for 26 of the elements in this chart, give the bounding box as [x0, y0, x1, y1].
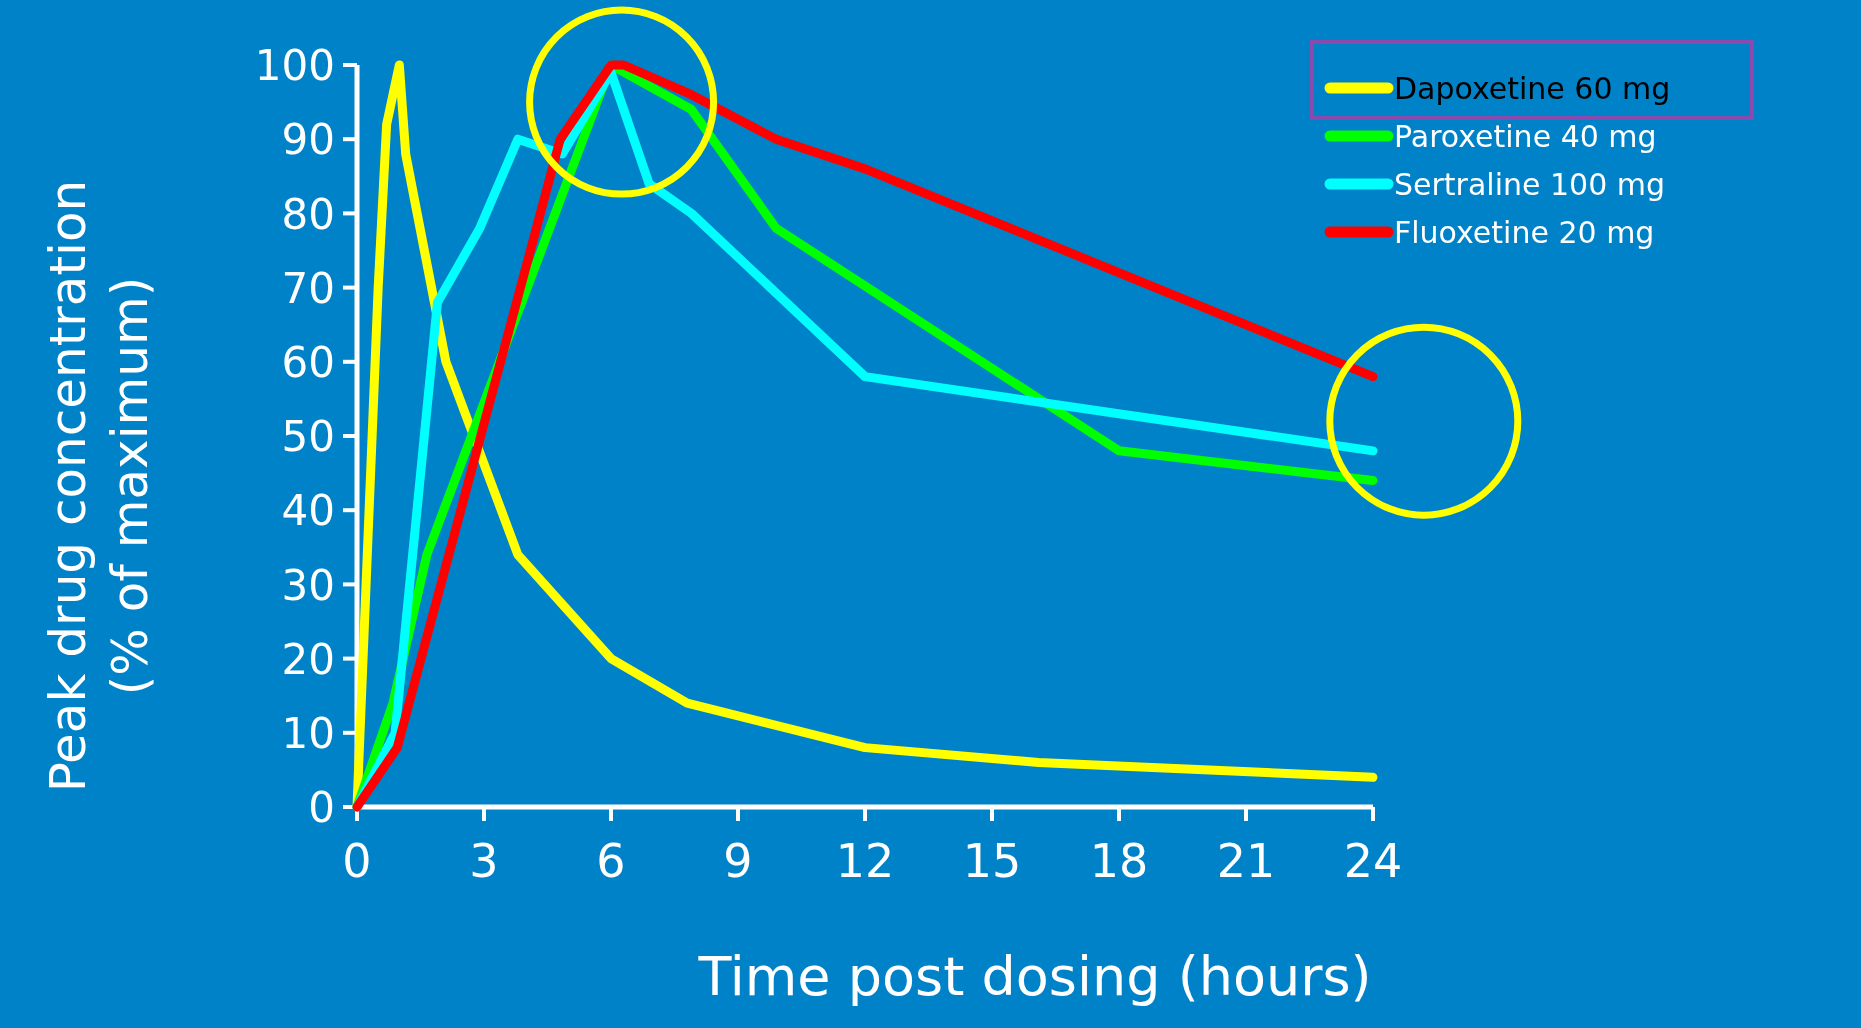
y-tick-label: 50 — [281, 412, 335, 462]
y-tick-label: 80 — [281, 189, 335, 239]
x-axis-title: Time post dosing (hours) — [697, 945, 1372, 1008]
y-tick-label: 60 — [281, 337, 335, 387]
y-tick-label: 10 — [281, 708, 335, 758]
legend-label: Dapoxetine 60 mg — [1394, 70, 1671, 106]
y-tick-label: 100 — [254, 41, 335, 91]
x-tick-label: 0 — [342, 834, 372, 888]
y-tick-label: 90 — [281, 115, 335, 165]
y-tick-label: 70 — [281, 263, 335, 313]
y-axis-title: Peak drug concentration (% of maximum) — [39, 179, 159, 793]
legend-label: Paroxetine 40 mg — [1394, 118, 1657, 154]
x-tick-label: 12 — [835, 834, 895, 888]
x-tick-label: 18 — [1089, 834, 1149, 888]
x-tick-label: 15 — [962, 834, 1022, 888]
x-tick-label: 6 — [596, 834, 626, 888]
y-tick-label: 30 — [281, 560, 335, 610]
legend-label: Sertraline 100 mg — [1394, 166, 1666, 202]
x-tick-label: 24 — [1343, 834, 1403, 888]
x-tick-label: 21 — [1216, 834, 1276, 888]
y-tick-label: 0 — [308, 783, 335, 833]
legend-label: Fluoxetine 20 mg — [1394, 214, 1655, 250]
x-tick-label: 9 — [723, 834, 753, 888]
y-tick-label: 40 — [281, 486, 335, 536]
y-tick-label: 20 — [281, 634, 335, 684]
x-tick-label: 3 — [469, 834, 499, 888]
